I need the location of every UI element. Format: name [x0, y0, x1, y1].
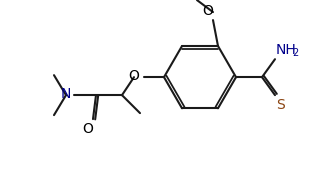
Text: O: O: [82, 122, 94, 136]
Text: 2: 2: [292, 48, 298, 58]
Text: NH: NH: [276, 43, 297, 57]
Text: O: O: [202, 4, 214, 18]
Text: O: O: [128, 69, 139, 83]
Text: N: N: [61, 87, 71, 101]
Text: S: S: [276, 98, 285, 112]
